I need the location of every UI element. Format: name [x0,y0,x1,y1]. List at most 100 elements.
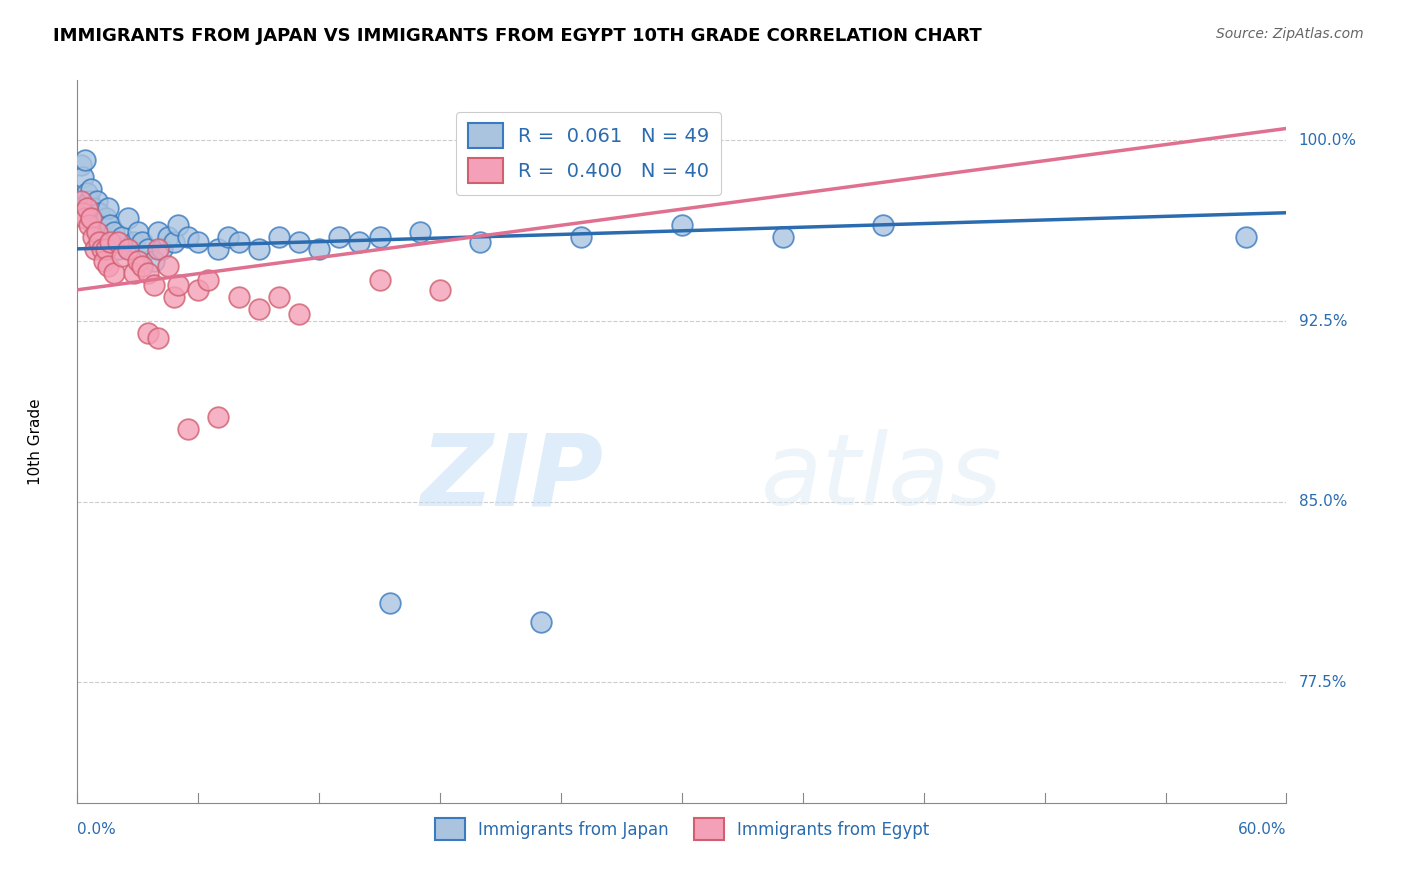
Point [70,194,93,208]
Point [80,211,103,225]
Point [328,230,350,244]
Legend: Immigrants from Japan, Immigrants from Egypt: Immigrants from Japan, Immigrants from E… [427,812,936,847]
Point [470,235,492,249]
Point [218,230,240,244]
Point [177,230,200,244]
Text: IMMIGRANTS FROM JAPAN VS IMMIGRANTS FROM EGYPT 10TH GRADE CORRELATION CHART: IMMIGRANTS FROM JAPAN VS IMMIGRANTS FROM… [53,27,983,45]
Point [111,249,134,263]
Point [267,290,290,304]
Point [89,205,111,219]
Text: 92.5%: 92.5% [1299,314,1347,328]
Point [84,242,107,256]
Point [111,230,134,244]
Point [94,211,117,225]
Point [150,242,173,256]
Point [163,290,186,304]
Point [288,235,311,249]
Point [368,273,391,287]
Point [308,242,330,256]
Point [122,266,145,280]
Point [117,242,139,256]
Point [107,242,129,256]
Point [368,230,391,244]
Point [142,278,165,293]
Point [136,266,159,280]
Point [131,235,153,249]
Point [187,283,209,297]
Point [76,201,98,215]
Point [90,218,112,232]
Point [136,326,159,340]
Point [103,225,125,239]
Text: 0.0%: 0.0% [77,822,117,837]
Point [70,157,93,171]
Text: ZIP: ZIP [420,429,603,526]
Point [84,211,107,225]
Point [94,242,117,256]
Text: 100.0%: 100.0% [1299,133,1357,148]
Point [75,153,97,167]
Point [247,301,270,316]
Point [80,181,103,195]
Point [103,266,125,280]
Point [671,218,693,232]
Point [93,230,115,244]
Point [136,242,159,256]
Point [117,211,139,225]
Point [79,194,101,208]
Point [378,596,401,610]
Point [75,211,97,225]
Point [82,201,104,215]
Point [1234,230,1257,244]
Point [89,235,111,249]
Point [146,331,169,345]
Text: atlas: atlas [761,429,1002,526]
Point [530,615,553,629]
Point [146,225,169,239]
Point [96,201,118,215]
Point [409,225,432,239]
Point [247,242,270,256]
Point [107,235,129,249]
Point [288,307,311,321]
Point [82,230,104,244]
Point [167,218,190,232]
Point [207,242,229,256]
Point [127,253,149,268]
Point [267,230,290,244]
Point [167,278,190,293]
Point [96,259,118,273]
Point [122,235,145,249]
Point [228,290,250,304]
Point [157,259,180,273]
Point [131,259,153,273]
Point [76,186,98,201]
Point [197,273,219,287]
Point [90,242,112,256]
Point [177,423,200,437]
Point [98,235,121,249]
Point [72,169,94,184]
Point [349,235,371,249]
Point [228,235,250,249]
Point [146,242,169,256]
Point [127,225,149,239]
Point [157,230,180,244]
Point [79,218,101,232]
Point [86,194,108,208]
Point [207,410,229,425]
Point [429,283,451,297]
Text: 77.5%: 77.5% [1299,675,1347,690]
Text: 10th Grade: 10th Grade [28,398,42,485]
Point [772,230,794,244]
Point [93,253,115,268]
Text: 60.0%: 60.0% [1239,822,1286,837]
Point [72,205,94,219]
Point [86,225,108,239]
Point [872,218,894,232]
Point [142,253,165,268]
Point [569,230,592,244]
Point [163,235,186,249]
Text: 85.0%: 85.0% [1299,494,1347,509]
Point [98,218,121,232]
